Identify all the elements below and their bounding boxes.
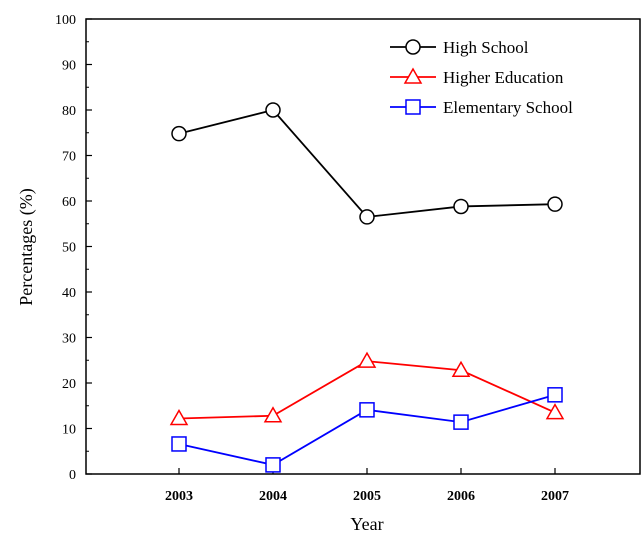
- data-point-2-3: [453, 414, 469, 430]
- y-tick-label: 40: [62, 286, 76, 301]
- y-tick-label: 90: [62, 59, 76, 74]
- data-point-0-0: [171, 125, 187, 142]
- series-line-0: [178, 108, 556, 218]
- x-tick-label: 2004: [259, 489, 287, 504]
- x-tick-label: 2005: [353, 489, 381, 504]
- data-point-0-2: [359, 209, 375, 225]
- legend-marker-2: [405, 99, 421, 115]
- data-point-2-0: [171, 436, 187, 452]
- x-tick-label: 2003: [165, 489, 193, 504]
- data-point-1-1: [263, 406, 283, 423]
- data-point-0-1: [265, 102, 281, 118]
- y-tick-label: 30: [62, 332, 76, 347]
- x-tick-label: 2006: [447, 489, 475, 504]
- legend-label-1: Higher Education: [443, 68, 564, 87]
- y-tick-label: 20: [62, 377, 76, 392]
- data-point-1-0: [169, 408, 189, 426]
- legend-marker-0: [405, 39, 421, 55]
- data-point-0-3: [453, 198, 469, 215]
- y-tick-label: 60: [62, 195, 76, 210]
- data-point-2-1: [265, 457, 281, 473]
- data-point-2-4: [547, 387, 563, 403]
- data-point-1-4: [545, 403, 565, 420]
- legend-label-0: High School: [443, 38, 529, 57]
- x-tick-label: 2007: [541, 489, 569, 504]
- x-axis-title: Year: [350, 514, 383, 534]
- y-tick-label: 10: [62, 423, 76, 438]
- data-point-0-4: [547, 196, 563, 212]
- y-axis-title: Percentages (%): [16, 188, 37, 305]
- legend-marker-1: [403, 67, 423, 84]
- y-tick-label: 80: [62, 104, 76, 119]
- y-tick-label: 0: [69, 468, 76, 483]
- y-tick-label: 50: [62, 241, 76, 256]
- data-point-2-2: [359, 402, 375, 418]
- legend-label-2: Elementary School: [443, 98, 573, 117]
- y-tick-label: 70: [62, 150, 76, 165]
- y-tick-label: 100: [55, 13, 76, 28]
- data-point-1-2: [357, 351, 377, 368]
- data-point-1-3: [451, 360, 471, 378]
